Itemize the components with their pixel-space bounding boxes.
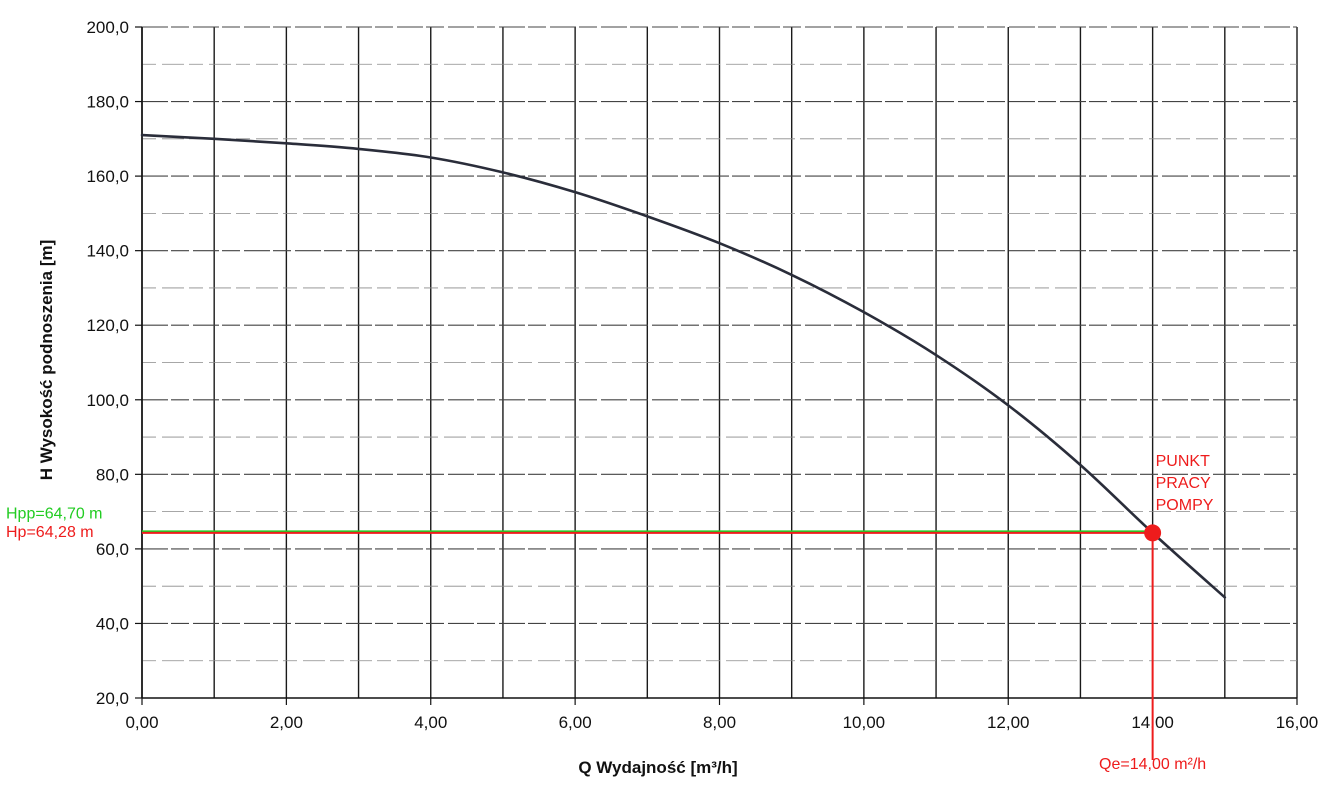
y-tick-labels: 20,0 40,0 60,0 80,0 100,0 120,0 140,0 160,0 180,… [86,18,129,708]
operating-point-label: PRACY [1156,475,1211,492]
y-tick-label: 100,0 [86,391,129,410]
y-axis-title: H Wysokość podnoszenia [m] [37,240,56,481]
operating-point-label: POMPY [1156,497,1214,514]
plot-frame [135,26,1298,705]
grid [141,26,1298,699]
operating-point-marker [1144,524,1162,542]
x-tick-label: 6,00 [559,713,592,732]
hp-label: Hp=64,28 m [6,524,94,541]
pump-curve-line [140,133,1227,599]
y-tick-label: 140,0 [86,242,129,261]
x-tick-label: 0,00 [125,713,158,732]
x-axis-title: Q Wydajność [m³/h] [578,758,737,777]
y-tick-label: 160,0 [86,167,129,186]
x-tick-label: 16,00 [1276,713,1319,732]
x-tick-labels: 0,00 2,00 4,00 6,00 8,00 10,00 12,00 14,00 16,00 [125,713,1318,732]
series-layer [140,133,1227,599]
y-tick-label: 40,0 [96,614,129,633]
x-tick-label: 10,00 [843,713,886,732]
x-tick-label: 12,00 [987,713,1030,732]
hpp-label: Hpp=64,70 m [6,505,103,522]
y-tick-label: 80,0 [96,465,129,484]
y-tick-label: 120,0 [86,316,129,335]
annotations-layer: Hpp=64,70 m Hp=64,28 m Qe=14,00 m²/h PUNKT P… [6,453,1214,773]
y-tick-label: 20,0 [96,689,129,708]
x-tick-label: 4,00 [414,713,447,732]
x-tick-label: 8,00 [703,713,736,732]
y-tick-label: 200,0 [86,18,129,37]
qe-label: Qe=14,00 m²/h [1099,756,1206,773]
y-tick-label: 60,0 [96,540,129,559]
operating-point-label: PUNKT [1156,453,1210,470]
y-tick-label: 180,0 [86,93,129,112]
x-tick-label: 2,00 [270,713,303,732]
